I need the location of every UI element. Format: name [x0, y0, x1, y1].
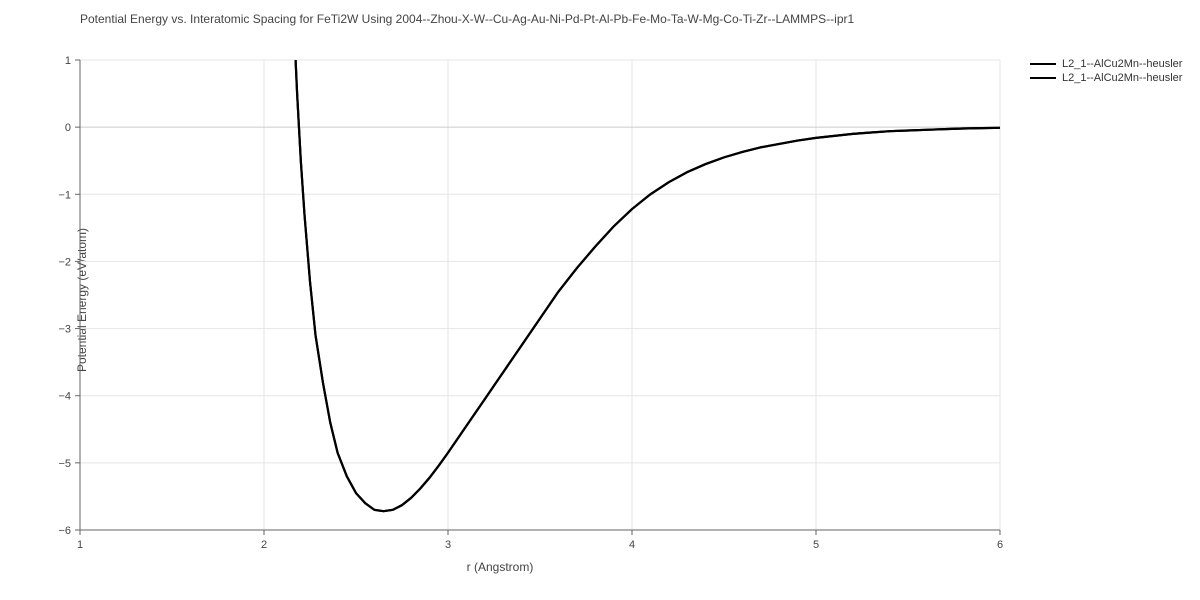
plot-area[interactable]: 123456−6−5−4−3−2−101	[80, 60, 1000, 530]
legend: L2_1--AlCu2Mn--heusler L2_1--AlCu2Mn--heu…	[1030, 58, 1182, 86]
y-tick-label: −3	[58, 324, 71, 336]
x-tick-label: 1	[77, 539, 83, 551]
y-tick-label: −6	[58, 525, 71, 537]
x-tick-label: 6	[997, 539, 1003, 551]
y-tick-label: −4	[58, 391, 71, 403]
y-tick-label: 0	[65, 122, 71, 134]
y-tick-label: 1	[65, 55, 71, 67]
y-tick-label: −2	[58, 256, 71, 268]
chart-container: Potential Energy vs. Interatomic Spacing…	[0, 0, 1200, 600]
y-tick-label: −1	[58, 189, 71, 201]
x-tick-label: 5	[813, 539, 819, 551]
y-tick-label: −5	[58, 458, 71, 470]
legend-item[interactable]: L2_1--AlCu2Mn--heusler	[1030, 72, 1182, 84]
x-tick-label: 2	[261, 539, 267, 551]
legend-label: L2_1--AlCu2Mn--heusler	[1062, 72, 1182, 84]
legend-swatch	[1030, 77, 1056, 79]
series-line	[286, 0, 1000, 511]
legend-item[interactable]: L2_1--AlCu2Mn--heusler	[1030, 58, 1182, 70]
legend-label: L2_1--AlCu2Mn--heusler	[1062, 58, 1182, 70]
x-tick-label: 3	[445, 539, 451, 551]
series-line	[286, 0, 1000, 511]
legend-swatch	[1030, 63, 1056, 65]
chart-title: Potential Energy vs. Interatomic Spacing…	[80, 12, 854, 26]
x-axis-label: r (Angstrom)	[0, 560, 1000, 574]
x-tick-label: 4	[629, 539, 635, 551]
